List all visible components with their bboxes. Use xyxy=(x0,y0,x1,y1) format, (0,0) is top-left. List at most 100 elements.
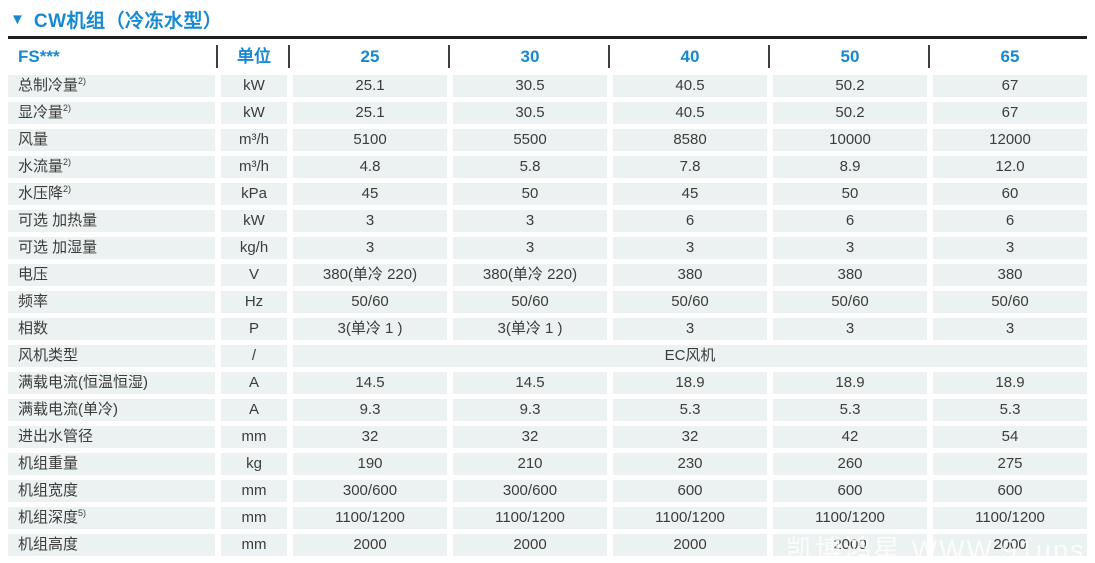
spec-value: 380(单冷 220) xyxy=(293,264,447,286)
spec-value: 2000 xyxy=(773,534,927,556)
spec-value: 2000 xyxy=(933,534,1087,556)
spec-value: 3 xyxy=(933,318,1087,340)
spec-value: 1100/1200 xyxy=(613,507,767,529)
spec-unit: V xyxy=(221,264,287,286)
spec-value: 50 xyxy=(453,183,607,205)
spec-value: 9.3 xyxy=(453,399,607,421)
spec-unit: kW xyxy=(221,102,287,124)
spec-value: 260 xyxy=(773,453,927,475)
spec-label: 满载电流(恒温恒湿) xyxy=(8,372,215,394)
spec-value: 4.8 xyxy=(293,156,447,178)
spec-label: 频率 xyxy=(8,291,215,313)
spec-label: 机组宽度 xyxy=(8,480,215,502)
spec-unit: mm xyxy=(221,534,287,556)
spec-value: 45 xyxy=(613,183,767,205)
spec-value: 9.3 xyxy=(293,399,447,421)
spec-unit: kPa xyxy=(221,183,287,205)
spec-value: 67 xyxy=(933,75,1087,97)
header-unit: 单位 xyxy=(216,41,287,72)
spec-value: 32 xyxy=(613,426,767,448)
table-row: 总制冷量2) kW 25.1 30.5 40.5 50.2 67 xyxy=(8,75,1087,97)
spec-unit: m³/h xyxy=(221,129,287,151)
table-row: 机组深度5) mm 1100/1200 1100/1200 1100/1200 1100/… xyxy=(8,507,1087,529)
table-row: 可选 加湿量 kg/h 3 3 3 3 3 xyxy=(8,237,1087,259)
spec-value: 5.3 xyxy=(933,399,1087,421)
page-title: CW机组（冷冻水型） xyxy=(33,10,223,32)
spec-value: 190 xyxy=(293,453,447,475)
spec-value: 40.5 xyxy=(613,75,767,97)
spec-value: 6 xyxy=(933,210,1087,232)
spec-value: 8.9 xyxy=(773,156,927,178)
header-model: 25 xyxy=(288,41,447,72)
spec-value: 25.1 xyxy=(293,102,447,124)
spec-unit: A xyxy=(221,372,287,394)
spec-label: 显冷量2) xyxy=(8,102,215,124)
spec-label: 水压降2) xyxy=(8,183,215,205)
spec-value: 380 xyxy=(773,264,927,286)
spec-value: 50/60 xyxy=(293,291,447,313)
table-row: 可选 加热量 kW 3 3 6 6 6 xyxy=(8,210,1087,232)
spec-value: 1100/1200 xyxy=(933,507,1087,529)
spec-value: 600 xyxy=(773,480,927,502)
spec-unit: kW xyxy=(221,210,287,232)
header-divider xyxy=(8,36,1087,39)
spec-value: 10000 xyxy=(773,129,927,151)
spec-value: 18.9 xyxy=(933,372,1087,394)
spec-value: 18.9 xyxy=(613,372,767,394)
table-row: 机组高度 mm 2000 2000 2000 2000 2000 xyxy=(8,534,1087,556)
spec-value: 8580 xyxy=(613,129,767,151)
table-row: 机组重量 kg 190 210 230 260 275 xyxy=(8,453,1087,475)
spec-value: 230 xyxy=(613,453,767,475)
spec-value: 3 xyxy=(773,318,927,340)
spec-value: 210 xyxy=(453,453,607,475)
spec-unit: P xyxy=(221,318,287,340)
spec-label: 机组高度 xyxy=(8,534,215,556)
spec-value: 300/600 xyxy=(293,480,447,502)
spec-value: 14.5 xyxy=(293,372,447,394)
spec-label: 可选 加湿量 xyxy=(8,237,215,259)
spec-value: 50/60 xyxy=(773,291,927,313)
spec-value: 3 xyxy=(453,237,607,259)
spec-value: 3 xyxy=(933,237,1087,259)
spec-unit: A xyxy=(221,399,287,421)
spec-value: 30.5 xyxy=(453,75,607,97)
spec-value: 50/60 xyxy=(453,291,607,313)
table-row: 进出水管径 mm 32 32 32 42 54 xyxy=(8,426,1087,448)
spec-value: 380 xyxy=(933,264,1087,286)
spec-unit: kg xyxy=(221,453,287,475)
spec-value: 380(单冷 220) xyxy=(453,264,607,286)
spec-value: 12.0 xyxy=(933,156,1087,178)
header-model: 30 xyxy=(448,41,607,72)
table-row: 满载电流(单冷) A 9.3 9.3 5.3 5.3 5.3 xyxy=(8,399,1087,421)
spec-value: 2000 xyxy=(453,534,607,556)
spec-value: 600 xyxy=(933,480,1087,502)
table-row: 频率 Hz 50/60 50/60 50/60 50/60 50/60 xyxy=(8,291,1087,313)
spec-value: 32 xyxy=(293,426,447,448)
spec-unit: kW xyxy=(221,75,287,97)
spec-value: 54 xyxy=(933,426,1087,448)
spec-value: 3 xyxy=(613,237,767,259)
spec-label: 机组重量 xyxy=(8,453,215,475)
spec-label: 可选 加热量 xyxy=(8,210,215,232)
spec-value: 600 xyxy=(613,480,767,502)
spec-value: 3 xyxy=(773,237,927,259)
spec-value: 275 xyxy=(933,453,1087,475)
spec-unit: m³/h xyxy=(221,156,287,178)
table-row: 显冷量2) kW 25.1 30.5 40.5 50.2 67 xyxy=(8,102,1087,124)
spec-value: 50 xyxy=(773,183,927,205)
spec-value: 42 xyxy=(773,426,927,448)
spec-value: 5.3 xyxy=(613,399,767,421)
spec-label: 风机类型 xyxy=(8,345,215,367)
table-row: 风机类型 / EC风机 xyxy=(8,345,1087,367)
spec-value: 50/60 xyxy=(613,291,767,313)
spec-unit: mm xyxy=(221,426,287,448)
spec-unit: / xyxy=(221,345,287,367)
spec-value: 3 xyxy=(613,318,767,340)
header-model: 65 xyxy=(928,41,1087,72)
spec-value: 50.2 xyxy=(773,102,927,124)
spec-value: 32 xyxy=(453,426,607,448)
spec-label: 进出水管径 xyxy=(8,426,215,448)
spec-value: 3(单冷 1 ) xyxy=(293,318,447,340)
spec-label: 机组深度5) xyxy=(8,507,215,529)
